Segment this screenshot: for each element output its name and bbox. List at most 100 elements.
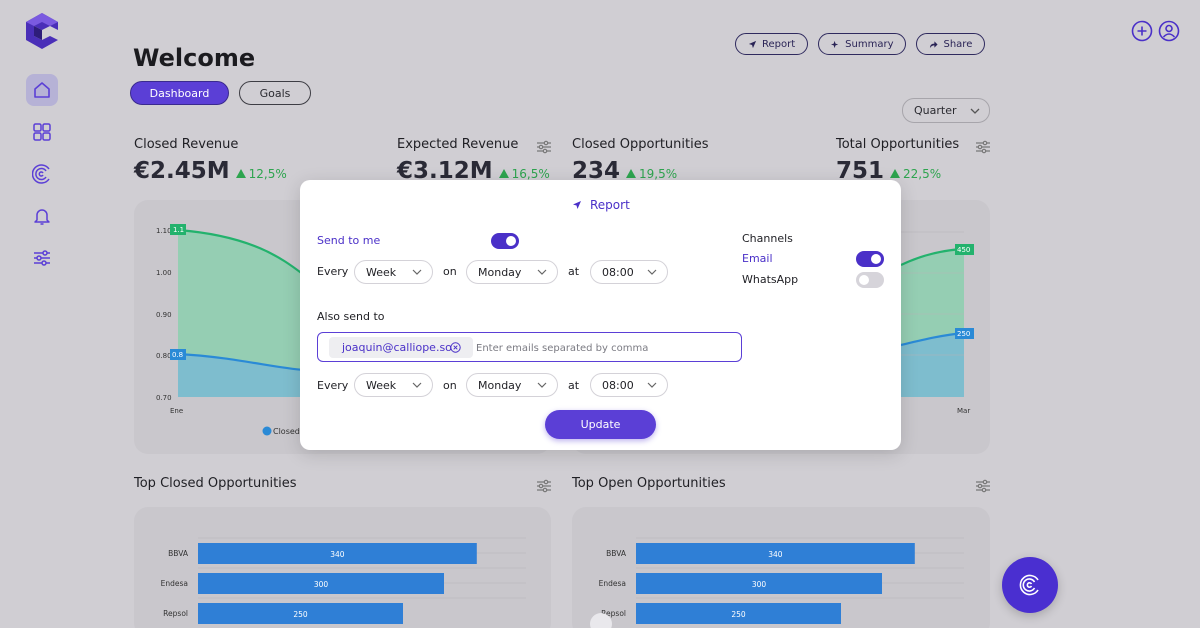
period-select[interactable]: Quarter xyxy=(902,98,990,123)
tab-goals[interactable]: Goals xyxy=(239,81,311,105)
chart-badge[interactable] xyxy=(590,613,612,628)
top-closed-bar-chart: BBVA 340 Endesa 300 Repsol 250 xyxy=(161,537,526,624)
frequency-select[interactable]: Week xyxy=(354,373,433,397)
time-select[interactable]: 08:00 xyxy=(590,260,668,284)
report-button[interactable]: Report xyxy=(735,33,809,55)
frequency-value: Week xyxy=(366,378,397,392)
bar-value-label: 300 xyxy=(752,580,767,589)
update-button[interactable]: Update xyxy=(545,410,656,439)
kpi-delta-value: 22,5% xyxy=(903,166,942,181)
frequency-select[interactable]: Week xyxy=(354,260,433,284)
data-label-box xyxy=(170,349,186,360)
sidebar-item-settings[interactable] xyxy=(26,242,58,274)
blue-series-line xyxy=(177,352,305,372)
data-label: 0.8 xyxy=(172,351,183,359)
add-icon[interactable] xyxy=(1131,20,1153,42)
bar[interactable] xyxy=(636,603,841,624)
bar-chart-card-closed: BBVA 340 Endesa 300 Repsol 250 xyxy=(134,507,551,628)
data-label: 250 xyxy=(957,330,970,338)
summary-button[interactable]: Summary xyxy=(818,33,907,55)
channel-email-label: Email xyxy=(742,252,773,265)
tab-dashboard[interactable]: Dashboard xyxy=(130,81,229,105)
data-label-box xyxy=(955,244,974,255)
remove-chip-icon[interactable] xyxy=(450,342,461,353)
section-title-top-closed: Top Closed Opportunities xyxy=(134,476,297,491)
bar[interactable] xyxy=(636,543,915,564)
time-select[interactable]: 08:00 xyxy=(590,373,668,397)
kpi-title: Total Opportunities xyxy=(836,137,960,152)
bar-value-label: 300 xyxy=(314,580,329,589)
share-button[interactable]: Share xyxy=(916,33,986,55)
y-tick-label: 0.90 xyxy=(156,311,172,319)
home-icon xyxy=(34,82,50,98)
blue-series-area xyxy=(178,354,304,397)
header-actions: Report Summary Share xyxy=(735,33,986,55)
fingerprint-icon xyxy=(32,164,50,184)
kpi-value: 234 xyxy=(572,158,621,184)
bar-category-label: BBVA xyxy=(606,549,627,558)
bar-category-label: BBVA xyxy=(168,549,189,558)
bar[interactable] xyxy=(198,543,477,564)
send-icon xyxy=(748,40,757,48)
chevron-down-icon xyxy=(647,269,657,275)
bar[interactable] xyxy=(636,573,882,594)
kpi-title: Closed Revenue xyxy=(134,137,239,152)
kpi-value: €2.45M xyxy=(134,158,230,184)
bar-value-label: 340 xyxy=(330,550,345,559)
on-label: on xyxy=(443,379,457,392)
calliope-logo[interactable] xyxy=(24,12,60,50)
y-tick-label: 0.70 xyxy=(156,394,172,402)
send-to-me-toggle[interactable] xyxy=(491,233,519,249)
data-label: 1.1 xyxy=(173,226,184,234)
filter-settings-icon[interactable] xyxy=(536,139,552,155)
share-icon xyxy=(930,40,939,48)
bar-value-label: 250 xyxy=(731,610,746,619)
bar[interactable] xyxy=(198,603,403,624)
summary-button-label: Summary xyxy=(845,38,894,50)
view-tabs: Dashboard Goals xyxy=(130,81,311,105)
on-label: on xyxy=(443,265,457,278)
user-icon[interactable] xyxy=(1158,20,1180,42)
sidebar-item-assistant[interactable] xyxy=(26,158,58,190)
assistant-fab-button[interactable] xyxy=(1002,557,1058,613)
sidebar-item-home[interactable] xyxy=(26,74,58,106)
bar-category-label: Endesa xyxy=(599,579,626,588)
grid-icon xyxy=(33,123,51,141)
report-button-label: Report xyxy=(762,38,796,50)
at-label: at xyxy=(568,379,580,392)
kpi-title: Expected Revenue xyxy=(397,137,519,152)
email-input[interactable] xyxy=(476,339,726,357)
data-label-box xyxy=(170,224,186,235)
send-icon xyxy=(573,201,581,209)
chevron-down-icon xyxy=(647,382,657,388)
day-select[interactable]: Monday xyxy=(466,373,558,397)
bar-category-label: Repsol xyxy=(163,609,188,618)
filter-settings-icon[interactable] xyxy=(536,478,552,494)
channels-title: Channels xyxy=(742,232,793,245)
frequency-value: Week xyxy=(366,265,397,279)
section-title-top-open: Top Open Opportunities xyxy=(572,476,726,491)
legend-marker xyxy=(262,426,272,436)
kpi-delta-value: 19,5% xyxy=(639,166,678,181)
day-value: Monday xyxy=(478,265,522,279)
chevron-down-icon xyxy=(537,269,547,275)
day-select[interactable]: Monday xyxy=(466,260,558,284)
fingerprint-icon xyxy=(1019,574,1039,596)
blue-series-area xyxy=(901,333,964,397)
kpi-delta: 12,5% xyxy=(235,167,287,181)
filter-settings-icon[interactable] xyxy=(975,478,991,494)
sidebar-item-notifications[interactable] xyxy=(26,200,58,232)
green-series-area xyxy=(178,230,304,397)
whatsapp-channel-toggle[interactable] xyxy=(856,272,884,288)
sidebar-item-dashboards[interactable] xyxy=(26,116,58,148)
share-button-label: Share xyxy=(943,38,973,50)
bar-category-label: Endesa xyxy=(161,579,188,588)
filter-settings-icon[interactable] xyxy=(975,139,991,155)
legend-label: Closed xyxy=(273,427,300,436)
bar[interactable] xyxy=(198,573,444,594)
bar-category-label: Repsol xyxy=(601,609,626,618)
also-send-to-label: Also send to xyxy=(317,310,385,323)
recipients-field[interactable]: joaquin@calliope.so xyxy=(317,332,742,362)
email-channel-toggle[interactable] xyxy=(856,251,884,267)
kpi-delta-value: 16,5% xyxy=(511,166,550,181)
